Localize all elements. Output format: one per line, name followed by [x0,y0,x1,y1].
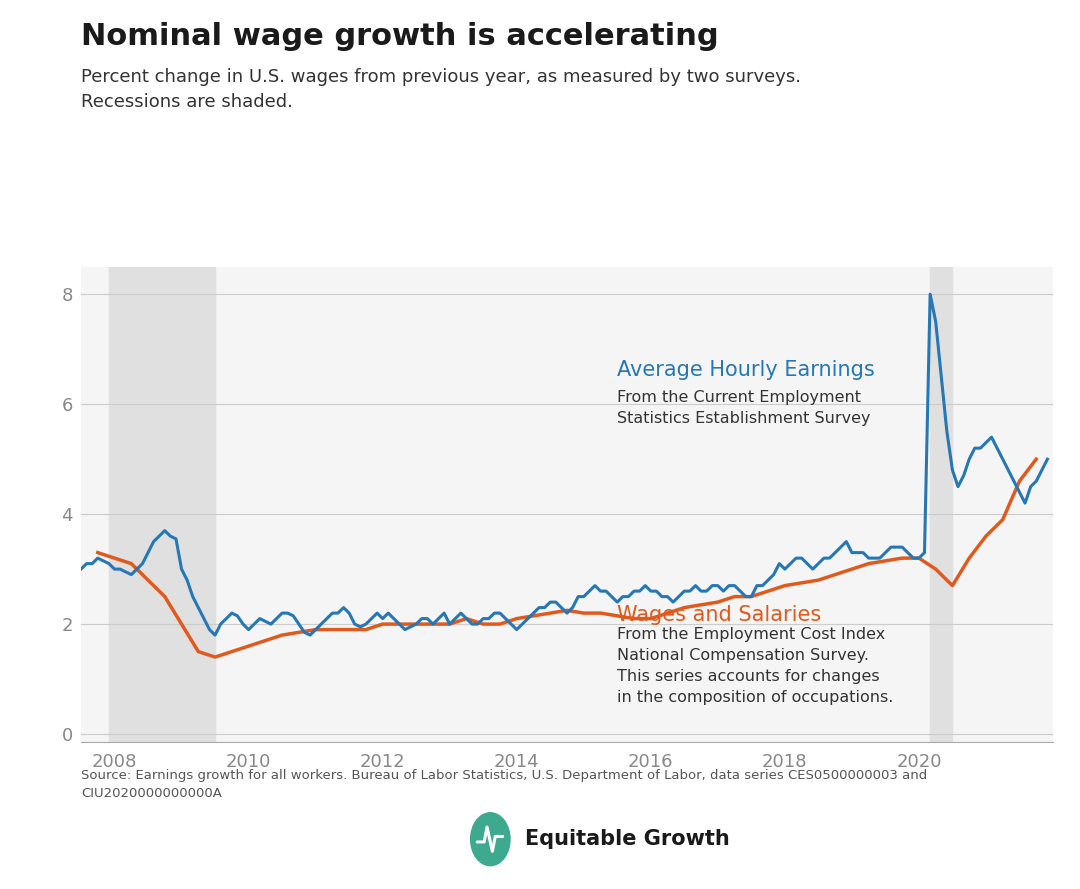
Text: Equitable Growth: Equitable Growth [525,829,730,849]
Text: Source: Earnings growth for all workers. Bureau of Labor Statistics, U.S. Depart: Source: Earnings growth for all workers.… [81,769,928,800]
Bar [109,267,215,742]
Circle shape [471,813,510,866]
Text: From the Current Employment
Statistics Establishment Survey: From the Current Employment Statistics E… [618,390,870,427]
Bar [930,267,953,742]
Text: Wages and Salaries: Wages and Salaries [618,605,822,625]
Text: Average Hourly Earnings: Average Hourly Earnings [618,360,875,380]
Text: Percent change in U.S. wages from previous year, as measured by two surveys.
Rec: Percent change in U.S. wages from previo… [81,68,801,111]
Text: Nominal wage growth is accelerating: Nominal wage growth is accelerating [81,22,718,52]
Text: From the Employment Cost Index
National Compensation Survey.
This series account: From the Employment Cost Index National … [618,627,893,705]
